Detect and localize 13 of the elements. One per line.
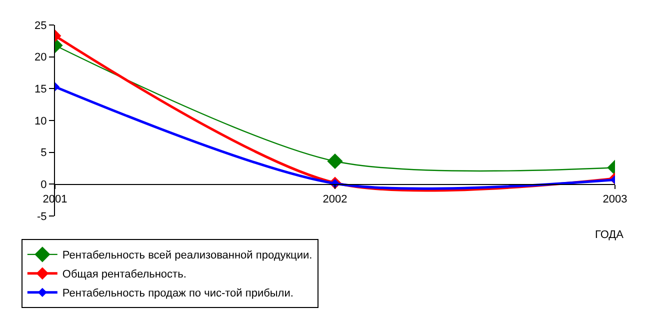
- legend-label: Рентабельность всей реализованной продукции.: [62, 250, 312, 262]
- y-tick-label: 20: [34, 52, 47, 64]
- y-tick-label: 25: [34, 20, 47, 32]
- x-tick-label: 2002: [322, 193, 348, 206]
- y-tick-label: 10: [34, 115, 47, 128]
- y-tick-label: 5: [40, 147, 47, 160]
- legend-label: Общая рентабельность.: [62, 268, 186, 281]
- y-tick-label: -5: [37, 210, 47, 223]
- y-tick-label: 15: [34, 84, 47, 96]
- y-tick-label: 0: [40, 179, 47, 192]
- x-tick-label: 2003: [602, 193, 628, 206]
- legend-label: Рентабельность продаж по чис-той прибыли.: [62, 288, 294, 300]
- x-axis-title: ГОДА: [595, 229, 624, 241]
